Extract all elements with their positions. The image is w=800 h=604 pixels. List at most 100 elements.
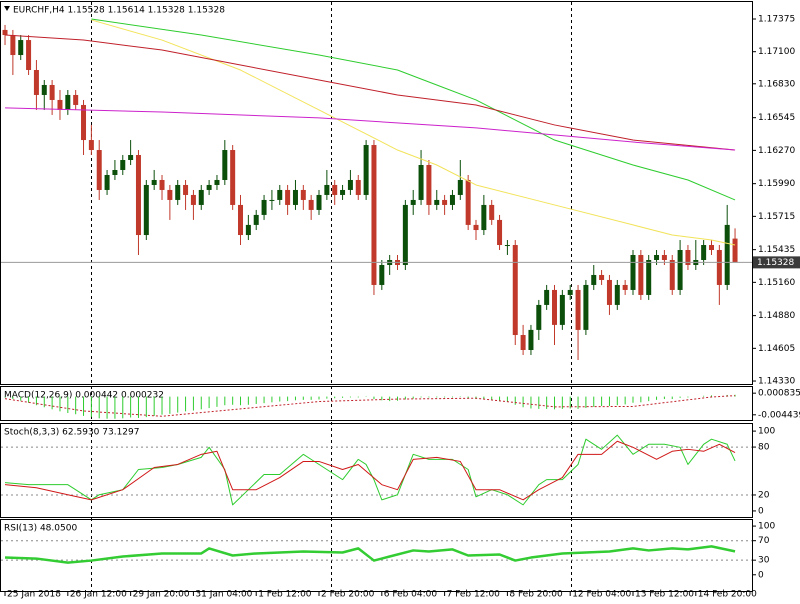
x-tick-label: 25 Jan 2018 xyxy=(7,590,61,600)
candle-body xyxy=(2,29,8,36)
candle-body xyxy=(473,224,479,231)
candle-body xyxy=(669,259,675,290)
y-tick-label: 20 xyxy=(758,490,770,500)
candle-body xyxy=(238,204,244,236)
candle-body xyxy=(96,150,102,190)
candle-body xyxy=(128,155,134,161)
indicator-line xyxy=(4,34,736,151)
candle-body xyxy=(112,169,118,175)
candle-body xyxy=(253,214,259,225)
candle-body xyxy=(434,199,440,205)
candle-body xyxy=(198,189,204,205)
candle-body xyxy=(285,189,291,205)
y-tick-label: 1.16830 xyxy=(758,79,795,89)
candle-body xyxy=(104,174,110,190)
candle-body xyxy=(135,155,141,236)
indicator-line xyxy=(4,395,736,417)
candle-body xyxy=(614,284,620,305)
candle-body xyxy=(465,179,471,225)
candle-body xyxy=(559,294,565,325)
y-tick-label: 1.15160 xyxy=(758,278,795,288)
candle-body xyxy=(708,245,714,251)
candle-body xyxy=(65,94,71,110)
panel-title: EURCHF,H4 1.15528 1.15614 1.15328 1.1532… xyxy=(13,6,225,16)
candle-body xyxy=(379,264,385,285)
indicator-line xyxy=(5,107,736,151)
stoch-panel-frame xyxy=(0,423,753,518)
indicator-line xyxy=(4,434,736,506)
candle-body xyxy=(316,194,322,210)
candle-body xyxy=(410,199,416,205)
candle-body xyxy=(528,329,534,350)
rsi-panel-frame xyxy=(0,519,753,592)
panel-title: Stoch(8,3,3) 62.5930 73.1297 xyxy=(4,428,139,438)
panel-title: MACD(12,26,9) 0.000442 0.000232 xyxy=(4,391,164,401)
candle-body xyxy=(630,255,636,290)
candle-body xyxy=(230,150,236,205)
candle-body xyxy=(504,245,510,247)
period-separators xyxy=(91,2,572,591)
candle-body xyxy=(536,304,542,330)
candle-body xyxy=(214,179,220,185)
y-tick-label: 1.17100 xyxy=(758,47,795,57)
candle-body xyxy=(292,189,298,205)
candle-body xyxy=(355,179,361,195)
x-tick-label: 12 Feb 04:00 xyxy=(572,590,631,600)
candle-body xyxy=(426,165,432,205)
candle-body xyxy=(552,289,558,325)
y-tick-label: 30 xyxy=(758,556,770,566)
candle-body xyxy=(685,250,691,265)
candle-body xyxy=(449,194,455,205)
plot-layer: 1.17375 1.17100 1.16830 1.16545 1.16270 1.159… xyxy=(1,6,800,600)
candle-body xyxy=(520,335,526,350)
candle-body xyxy=(73,94,79,105)
y-tick-label: -0.004439 xyxy=(758,410,800,420)
x-tick-label: 2 Feb 20:00 xyxy=(321,590,375,600)
candle-body xyxy=(167,189,173,200)
candle-body xyxy=(661,255,667,260)
x-tick-label: 29 Jan 20:00 xyxy=(133,590,190,600)
candle-body xyxy=(457,179,463,195)
y-tick-label: 80 xyxy=(758,443,770,453)
price-tag-bg xyxy=(753,256,800,269)
x-tick-label: 31 Jan 04:00 xyxy=(195,590,252,600)
candle-body xyxy=(544,289,550,305)
candle-body xyxy=(120,160,126,170)
y-tick-label: 1.16270 xyxy=(758,146,795,156)
indicator-line xyxy=(91,19,736,246)
y-tick-label: 1.15715 xyxy=(758,212,795,222)
frames xyxy=(0,1,753,592)
candle-body xyxy=(245,224,251,236)
y-tick-label: 1.14330 xyxy=(758,377,795,387)
x-tick-label: 7 Feb 12:00 xyxy=(447,590,501,600)
candle-body xyxy=(591,274,597,285)
candle-body xyxy=(638,255,644,295)
candle-body xyxy=(646,259,652,295)
candle-body xyxy=(512,245,518,336)
x-tick-label: 1 Feb 12:00 xyxy=(258,590,312,600)
candle-body xyxy=(716,250,722,285)
candle-body xyxy=(701,245,707,260)
candle-body xyxy=(308,199,314,210)
candle-body xyxy=(277,189,283,200)
y-tick-label: 1.15990 xyxy=(758,179,795,189)
candle-body xyxy=(418,165,424,200)
candle-body xyxy=(340,189,346,195)
y-tick-label: 1.14605 xyxy=(758,344,795,354)
candle-body xyxy=(175,184,181,200)
x-tick-label: 13 Feb 12:00 xyxy=(635,590,694,600)
indicator-line xyxy=(4,440,736,501)
x-tick-label: 26 Jan 12:00 xyxy=(70,590,127,600)
panel-title: RSI(13) 48.0500 xyxy=(4,524,77,534)
candle-body xyxy=(481,204,487,231)
candle-body xyxy=(143,184,149,236)
candle-body xyxy=(88,140,94,151)
candle-body xyxy=(371,145,377,285)
candle-body xyxy=(26,40,32,71)
candle-body xyxy=(33,70,39,95)
candle-body xyxy=(402,204,408,265)
candle-body xyxy=(41,84,47,95)
